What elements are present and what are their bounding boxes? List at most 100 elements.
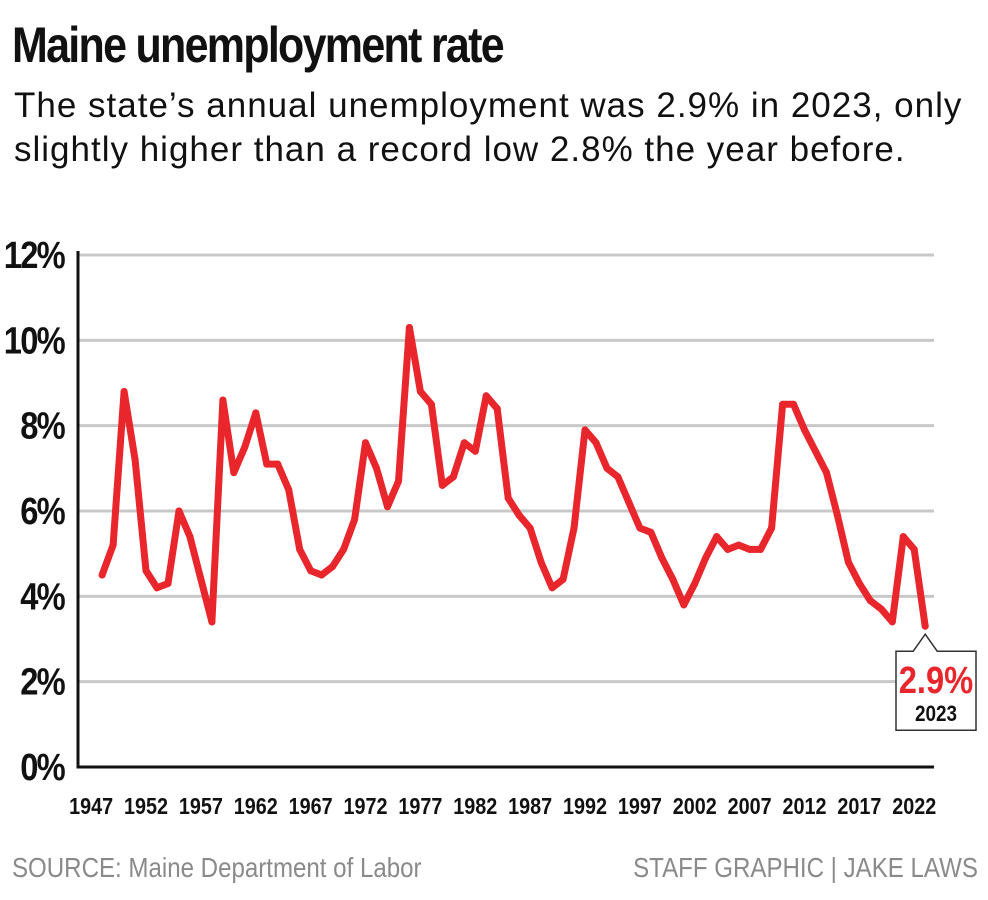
data-point [405, 324, 413, 332]
data-point [746, 545, 754, 553]
data-point [636, 524, 644, 532]
data-point [482, 392, 490, 400]
data-point [910, 545, 918, 553]
data-point [394, 477, 402, 485]
data-point [219, 396, 227, 404]
data-point [120, 388, 128, 396]
x-tick-label: 2017 [837, 794, 881, 820]
x-tick-label: 2007 [728, 794, 772, 820]
data-point [175, 507, 183, 515]
data-point [504, 494, 512, 502]
x-tick-label: 1947 [69, 794, 113, 820]
x-tick-label: 1972 [344, 794, 388, 820]
data-point [515, 511, 523, 519]
data-point [877, 605, 885, 613]
data-point [833, 511, 841, 519]
data-point [581, 426, 589, 434]
x-tick-label: 1977 [398, 794, 442, 820]
data-point [427, 400, 435, 408]
y-tick-label: 6% [20, 490, 65, 533]
data-point [296, 545, 304, 553]
data-point [351, 516, 359, 524]
data-point [153, 584, 161, 592]
data-point [603, 464, 611, 472]
x-tick-label: 1997 [618, 794, 662, 820]
x-tick-label: 2022 [892, 794, 936, 820]
y-tick-label: 2% [20, 660, 65, 703]
data-point [592, 439, 600, 447]
data-point [460, 439, 468, 447]
x-tick-label: 1957 [179, 794, 223, 820]
data-point [383, 503, 391, 511]
credit-note: STAFF GRAPHIC | JAKE LAWS [633, 852, 978, 883]
y-tick-label: 8% [20, 404, 65, 447]
line-chart: 0% 2% 4% 6% 8% 10% 12% 1947 1952 1957 1962 1967 197… [4, 234, 977, 820]
data-point [307, 567, 315, 575]
chart-title: Maine unemployment rate [12, 17, 505, 73]
data-point [790, 400, 798, 408]
y-tick-label: 12% [4, 234, 65, 277]
x-tick-label: 2012 [783, 794, 827, 820]
x-tick-label: 2002 [673, 794, 717, 820]
data-point [109, 541, 117, 549]
y-tick-label: 4% [20, 575, 65, 618]
data-point [855, 580, 863, 588]
data-point [252, 409, 260, 417]
data-point [362, 439, 370, 447]
data-point [921, 622, 929, 630]
x-tick-label: 1992 [563, 794, 607, 820]
data-point [230, 469, 238, 477]
series-line [98, 324, 929, 630]
x-tick-label: 1982 [453, 794, 497, 820]
data-point [724, 545, 732, 553]
data-point [888, 618, 896, 626]
data-point [702, 554, 710, 562]
data-point [471, 447, 479, 455]
data-point [647, 528, 655, 536]
data-point [197, 575, 205, 583]
data-point [899, 533, 907, 541]
data-point [98, 571, 106, 579]
data-point [449, 473, 457, 481]
x-axis-tick-labels: 1947 1952 1957 1962 1967 1972 1977 1982 1987 1992… [69, 794, 936, 820]
data-point [537, 558, 545, 566]
y-tick-label: 10% [4, 319, 65, 362]
callout-box [895, 632, 977, 731]
x-tick-label: 1987 [508, 794, 552, 820]
data-point [438, 481, 446, 489]
data-point [658, 554, 666, 562]
x-tick-label: 1967 [289, 794, 333, 820]
data-point [757, 545, 765, 553]
data-point [416, 388, 424, 396]
data-point [373, 464, 381, 472]
data-point [691, 580, 699, 588]
y-tick-label: 0% [20, 746, 65, 789]
data-point [340, 545, 348, 553]
x-tick-label: 1952 [124, 794, 168, 820]
data-point [318, 571, 326, 579]
data-point [768, 524, 776, 532]
data-point [526, 524, 534, 532]
data-point [285, 486, 293, 494]
data-point [186, 533, 194, 541]
chart-subtitle: The state’s annual unemployment was 2.9%… [14, 86, 963, 169]
data-point [164, 580, 172, 588]
data-point [570, 524, 578, 532]
data-point [329, 562, 337, 570]
data-point [142, 567, 150, 575]
y-axis-tick-labels: 0% 2% 4% 6% 8% 10% 12% [4, 234, 67, 789]
data-point [811, 447, 819, 455]
data-point [548, 584, 556, 592]
data-point [713, 533, 721, 541]
data-point [669, 575, 677, 583]
data-point [614, 473, 622, 481]
axes [76, 251, 934, 769]
data-point [263, 460, 271, 468]
data-point [844, 558, 852, 566]
data-point [559, 575, 567, 583]
data-point [274, 460, 282, 468]
data-point [131, 456, 139, 464]
x-tick-label: 1962 [234, 794, 278, 820]
data-point [866, 597, 874, 605]
data-point [241, 443, 249, 451]
